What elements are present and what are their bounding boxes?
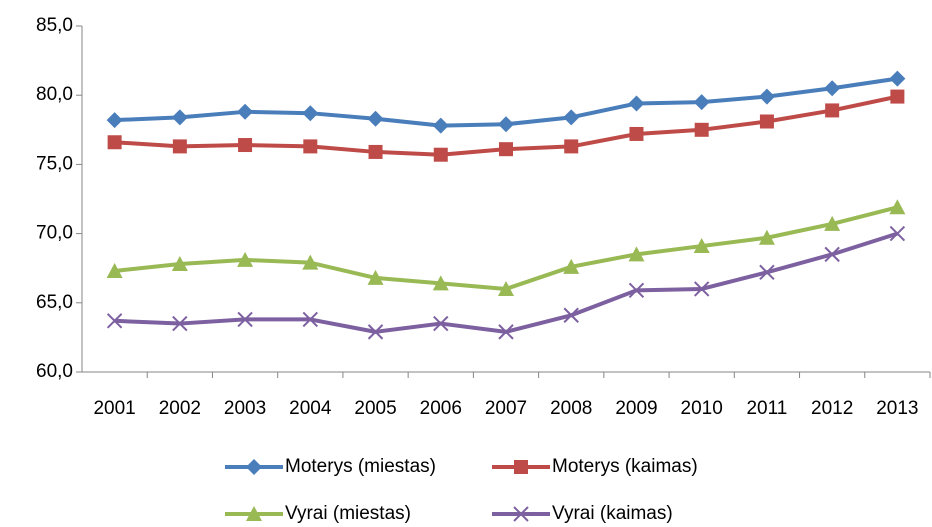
marker xyxy=(758,88,775,105)
series-line xyxy=(114,205,898,291)
marker xyxy=(246,459,262,475)
marker xyxy=(694,122,709,137)
marker xyxy=(106,112,123,129)
legend-entry: Moterys (miestas) xyxy=(225,456,436,477)
marker xyxy=(563,109,580,126)
marker xyxy=(237,251,254,267)
marker xyxy=(825,103,840,118)
marker xyxy=(106,313,123,329)
marker xyxy=(564,139,579,154)
marker xyxy=(514,460,528,474)
marker xyxy=(628,246,645,262)
marker xyxy=(498,116,514,133)
marker xyxy=(237,103,254,120)
marker xyxy=(629,126,644,141)
marker xyxy=(107,135,122,150)
y-tick-label: 75,0 xyxy=(36,153,73,174)
marker xyxy=(759,264,775,281)
marker xyxy=(563,258,580,274)
marker xyxy=(759,114,774,129)
marker xyxy=(432,275,449,291)
x-tick-label: 2002 xyxy=(159,398,201,419)
marker xyxy=(889,225,906,242)
marker xyxy=(238,138,253,153)
marker xyxy=(628,282,645,299)
y-tick-label: 65,0 xyxy=(36,292,73,313)
y-tick-label: 80,0 xyxy=(36,84,73,105)
marker xyxy=(498,280,514,296)
x-tick-label: 2008 xyxy=(550,398,592,419)
series xyxy=(106,225,906,340)
marker xyxy=(171,256,188,272)
marker xyxy=(499,142,513,157)
marker xyxy=(824,80,841,97)
marker xyxy=(890,89,905,104)
x-tick-label: 2001 xyxy=(93,398,135,419)
marker xyxy=(693,94,710,111)
marker xyxy=(302,105,319,122)
marker xyxy=(171,109,188,126)
legend-label: Moterys (kaimas) xyxy=(552,456,698,477)
marker xyxy=(302,311,319,328)
legend-label: Moterys (miestas) xyxy=(285,456,436,477)
marker xyxy=(628,95,645,112)
x-tick-label: 2005 xyxy=(354,398,396,419)
marker xyxy=(172,139,187,154)
y-tick-label: 85,0 xyxy=(36,15,73,36)
marker xyxy=(513,506,529,522)
marker xyxy=(563,307,579,323)
series xyxy=(106,199,906,296)
x-tick-label: 2009 xyxy=(615,398,657,419)
marker xyxy=(303,139,318,154)
legend-entry: Vyrai (miestas) xyxy=(225,503,411,524)
marker xyxy=(693,281,710,297)
marker xyxy=(172,315,188,332)
legend-label: Vyrai (miestas) xyxy=(285,503,411,524)
marker xyxy=(367,324,384,340)
marker xyxy=(432,117,449,134)
x-tick-label: 2012 xyxy=(811,398,853,419)
marker xyxy=(106,262,123,278)
marker xyxy=(758,229,775,245)
x-tick-label: 2004 xyxy=(289,398,332,419)
x-tick-label: 2007 xyxy=(485,398,527,419)
x-tick-label: 2010 xyxy=(681,398,723,419)
legend-entry: Vyrai (kaimas) xyxy=(492,503,673,524)
legend-entry: Moterys (kaimas) xyxy=(492,456,698,477)
marker xyxy=(433,147,448,162)
marker xyxy=(367,269,384,285)
marker xyxy=(433,315,449,332)
marker xyxy=(889,70,906,87)
series xyxy=(106,70,906,134)
x-tick-label: 2003 xyxy=(224,398,266,419)
x-tick-label: 2013 xyxy=(876,398,918,419)
legend-label: Vyrai (kaimas) xyxy=(552,503,673,524)
y-tick-label: 70,0 xyxy=(36,223,73,244)
x-tick-label: 2006 xyxy=(420,398,462,419)
y-tick-label: 60,0 xyxy=(36,361,73,382)
marker xyxy=(246,506,262,521)
x-tick-label: 2011 xyxy=(746,398,787,419)
marker xyxy=(302,254,319,270)
series xyxy=(107,89,905,162)
marker xyxy=(498,324,514,340)
marker xyxy=(367,110,384,127)
marker xyxy=(824,246,840,263)
marker xyxy=(693,238,710,254)
marker xyxy=(889,199,906,215)
marker xyxy=(824,215,841,231)
marker xyxy=(368,144,383,159)
marker xyxy=(237,311,253,328)
